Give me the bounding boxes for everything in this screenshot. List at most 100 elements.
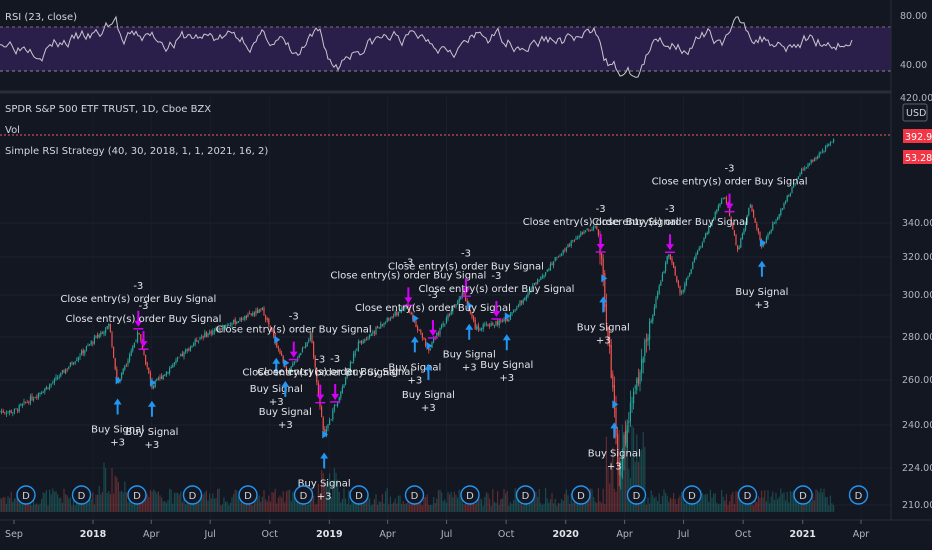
candle — [447, 314, 449, 319]
volume-bar — [354, 502, 356, 512]
candle — [210, 331, 212, 334]
volume-bar — [177, 492, 179, 512]
close-signal-label: Close entry(s) order Buy Signal — [216, 325, 372, 336]
dividend-event-icon — [404, 485, 425, 505]
dividend-event-label: D — [688, 491, 696, 502]
candle — [66, 368, 68, 370]
volume-bar — [741, 503, 743, 512]
candle — [641, 359, 643, 374]
volume-bar — [477, 492, 479, 512]
candle — [591, 229, 593, 231]
price-axis[interactable]: 80.00 40.00 420.00 USD 392.99 53.28 340.… — [890, 0, 932, 520]
candle — [234, 319, 236, 324]
candle — [135, 341, 137, 342]
vol-label: Vol — [5, 125, 20, 136]
volume-bar — [431, 504, 433, 512]
price-candles — [0, 138, 835, 490]
candle — [621, 456, 623, 468]
volume-bar — [685, 496, 687, 512]
volume-bar — [573, 496, 575, 512]
currency-button[interactable] — [902, 103, 928, 122]
candle — [738, 247, 740, 250]
volume-bar — [330, 497, 332, 512]
volume-bar — [410, 500, 412, 512]
time-axis[interactable]: Sep 2018 Apr Jul Oct 2019 Apr Jul Oct 2020 Apr Jul O… — [0, 519, 932, 550]
candle — [479, 328, 481, 331]
volume-bar — [237, 496, 239, 512]
candle — [561, 254, 563, 256]
candle — [306, 342, 308, 346]
volume-bar — [445, 502, 447, 512]
volume-bar — [74, 505, 76, 512]
candle — [322, 417, 324, 430]
buy-signal-label: +3 — [110, 438, 125, 449]
candle — [701, 242, 703, 247]
close-signal-label: -3 — [725, 164, 735, 175]
candle — [757, 228, 759, 233]
rsi-pane[interactable]: RSI (23, close) — [0, 0, 891, 90]
volume-bar — [564, 493, 566, 512]
candle — [677, 281, 679, 286]
volume-bar — [586, 498, 588, 512]
candle — [309, 332, 311, 340]
candle — [399, 311, 401, 313]
volume-bar — [673, 493, 675, 512]
volume-bar — [207, 500, 209, 512]
candle — [474, 319, 476, 330]
candle — [172, 364, 174, 368]
candle — [385, 322, 387, 324]
candle — [103, 331, 105, 335]
volume-bar — [812, 493, 814, 512]
candle — [149, 372, 151, 380]
volume-bar — [809, 495, 811, 512]
price-tick-420: 420.00 — [900, 93, 932, 104]
candle — [245, 315, 247, 318]
candle — [437, 332, 439, 335]
candle — [569, 244, 571, 246]
candle — [100, 332, 102, 336]
candle — [804, 167, 806, 170]
candle — [607, 328, 609, 341]
volume-bar — [793, 490, 795, 512]
volume-bar — [631, 425, 633, 512]
volume-bar — [233, 493, 235, 512]
volume-bar — [661, 495, 663, 512]
volume-bar — [386, 488, 388, 512]
candle — [0, 411, 1, 412]
candle — [801, 169, 803, 174]
volume-bar — [399, 495, 401, 512]
candle — [148, 367, 150, 374]
dividend-event-label: D — [744, 491, 752, 502]
volume-bar — [482, 505, 484, 512]
volume-bar — [725, 493, 727, 512]
volume-bar — [217, 489, 219, 512]
volume-bar — [612, 447, 614, 512]
volume-bar — [641, 449, 643, 512]
volume-bar — [327, 483, 329, 512]
volume-bar — [589, 488, 591, 512]
close-signal-label: Close entry(s) order Buy Signal — [60, 294, 216, 305]
candle — [388, 318, 390, 320]
candle — [673, 262, 675, 268]
candle — [618, 464, 620, 475]
candle — [401, 307, 403, 312]
buy-entry-marker — [274, 335, 281, 344]
volume-bar — [202, 494, 204, 512]
candle — [466, 300, 468, 304]
candle — [815, 157, 817, 159]
volume-bar — [97, 494, 99, 512]
volume-bar — [333, 468, 335, 512]
dividend-event-icon — [737, 485, 758, 505]
buy-entry-marker — [467, 301, 474, 310]
candle — [506, 318, 508, 322]
close-signal-arrow — [404, 287, 413, 304]
candle — [373, 331, 375, 334]
candle — [562, 249, 564, 254]
volume-bar — [724, 500, 726, 512]
candle — [41, 392, 43, 395]
buy-signal-arrow — [599, 296, 608, 313]
volume-bar — [348, 490, 350, 512]
volume-bar — [58, 498, 60, 512]
